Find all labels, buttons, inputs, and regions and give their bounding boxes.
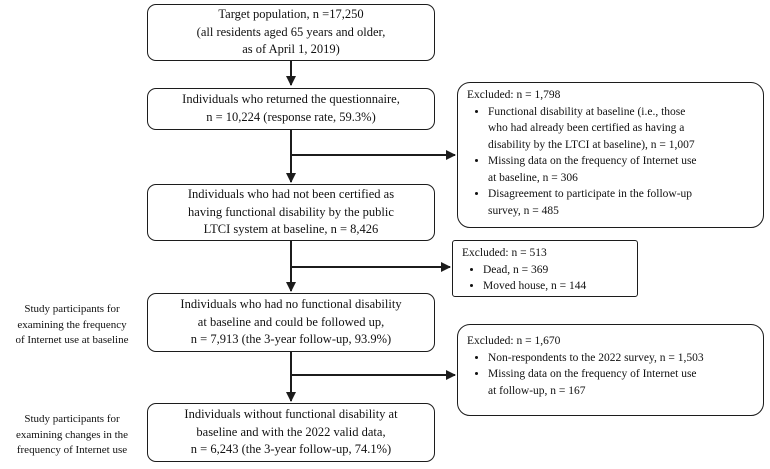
box-followed-up: Individuals who had no functional disabi… [147, 293, 435, 352]
box-target-population: Target population, n =17,250 (all reside… [147, 4, 435, 61]
excluded-2-item: Moved house, n = 144 [483, 278, 627, 295]
excluded-box-1: Excluded: n = 1,798 Functional disabilit… [457, 82, 764, 228]
excluded-3-item: Non-respondents to the 2022 survey, n = … [488, 350, 753, 367]
excluded-1-item: Missing data on the frequency of Interne… [488, 153, 753, 186]
side-label-baseline-participants: Study participants for examining the fre… [15, 303, 129, 347]
excluded-3-item: Missing data on the frequency of Interne… [488, 366, 753, 399]
excluded-1-item: Disagreement to participate in the follo… [488, 186, 753, 219]
excluded-1-list: Functional disability at baseline (i.e.,… [467, 104, 753, 220]
excluded-2-item: Dead, n = 369 [483, 262, 627, 279]
box-not-certified-disability: Individuals who had not been certified a… [147, 184, 435, 241]
excluded-1-title: Excluded: n = 1,798 [467, 89, 561, 101]
excluded-1-item: Functional disability at baseline (i.e.,… [488, 104, 753, 154]
excluded-2-list: Dead, n = 369 Moved house, n = 144 [462, 262, 627, 295]
side-label-change-participants: Study participants for examining changes… [15, 413, 129, 457]
box-valid-2022-data: Individuals without functional disabilit… [147, 403, 435, 462]
box-returned-questionnaire: Individuals who returned the questionnai… [147, 88, 435, 130]
excluded-3-title: Excluded: n = 1,670 [467, 335, 561, 347]
excluded-box-3: Excluded: n = 1,670 Non-respondents to t… [457, 324, 764, 416]
excluded-3-list: Non-respondents to the 2022 survey, n = … [467, 350, 753, 400]
excluded-2-title: Excluded: n = 513 [462, 247, 547, 259]
excluded-box-2: Excluded: n = 513 Dead, n = 369 Moved ho… [452, 240, 638, 297]
